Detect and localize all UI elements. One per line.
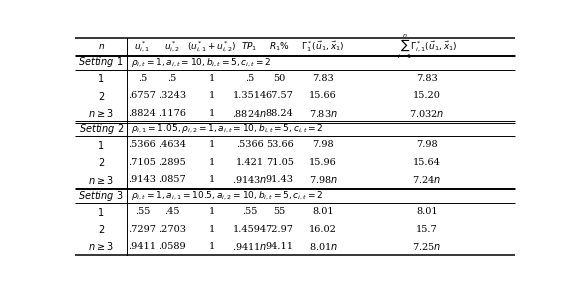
Text: $2$: $2$ [97,90,105,102]
Text: 91.43: 91.43 [266,175,293,184]
Text: .9143$n$: .9143$n$ [232,174,268,185]
Text: 53.66: 53.66 [266,141,293,149]
Text: .45: .45 [164,207,180,216]
Text: 7.98: 7.98 [416,141,438,149]
Text: 7.98: 7.98 [312,141,334,149]
Text: .2703: .2703 [158,225,186,234]
Text: 7.98$n$: 7.98$n$ [308,174,337,185]
Text: 1.421: 1.421 [236,158,264,167]
Text: $2$: $2$ [97,156,105,168]
Text: $2$: $2$ [97,223,105,235]
Text: $u^*_{i,1}$: $u^*_{i,1}$ [134,39,151,54]
Text: .5366: .5366 [236,141,264,149]
Text: 7.24$n$: 7.24$n$ [413,174,441,185]
Text: $\sum_{i=1}^{n}\Gamma^*_{i,1}(\vec{u}_1,\vec{x}_1)$: $\sum_{i=1}^{n}\Gamma^*_{i,1}(\vec{u}_1,… [397,32,457,61]
Text: $u^*_{i,2}$: $u^*_{i,2}$ [164,39,180,54]
Text: 8.01$n$: 8.01$n$ [308,241,337,252]
Text: .6757: .6757 [128,91,156,100]
Text: 1: 1 [209,91,215,100]
Text: 1: 1 [209,175,215,184]
Text: 15.7: 15.7 [416,225,438,234]
Text: .4634: .4634 [158,141,186,149]
Text: $\mathit{Setting}$ $3$: $\mathit{Setting}$ $3$ [79,189,124,203]
Text: 55: 55 [273,207,286,216]
Text: .1176: .1176 [158,109,186,118]
Text: 72.97: 72.97 [266,225,293,234]
Text: $1$: $1$ [97,206,105,218]
Text: 7.83$n$: 7.83$n$ [309,108,337,119]
Text: 15.20: 15.20 [413,91,441,100]
Text: 1: 1 [209,225,215,234]
Text: 1.4594: 1.4594 [233,225,267,234]
Text: $n$: $n$ [97,42,105,51]
Text: 15.96: 15.96 [309,158,337,167]
Text: 7.83: 7.83 [312,74,334,83]
Text: 67.57: 67.57 [266,91,293,100]
Text: 8.01: 8.01 [312,207,334,216]
Text: $\mathit{Setting}$ $2$: $\mathit{Setting}$ $2$ [79,122,124,136]
Text: $n\geq 3$: $n\geq 3$ [88,107,114,119]
Text: 1: 1 [209,141,215,149]
Text: 8.01: 8.01 [416,207,438,216]
Text: .5: .5 [167,74,176,83]
Text: 1: 1 [209,242,215,251]
Text: .55: .55 [135,207,150,216]
Text: .0589: .0589 [158,242,186,251]
Text: .9411: .9411 [128,242,156,251]
Text: 7.032$n$: 7.032$n$ [409,108,445,119]
Text: $TP_1$: $TP_1$ [241,40,258,53]
Text: .7105: .7105 [128,158,156,167]
Text: $1$: $1$ [97,139,105,151]
Text: .9143: .9143 [128,175,156,184]
Text: $n\geq 3$: $n\geq 3$ [88,174,114,186]
Text: $\rho_{i,t}=1, a_{i,t}=10, b_{i,t}=5, c_{i,t}=2$: $\rho_{i,t}=1, a_{i,t}=10, b_{i,t}=5, c_… [131,56,271,69]
Text: $\rho_{i,t}=1, a_{i,1}=10.5, a_{i,2}=10, b_{i,t}=5, c_{i,t}=2$: $\rho_{i,t}=1, a_{i,1}=10.5, a_{i,2}=10,… [131,189,323,202]
Text: .3243: .3243 [158,91,186,100]
Text: 15.66: 15.66 [309,91,337,100]
Text: 7.83: 7.83 [416,74,438,83]
Text: 7.25$n$: 7.25$n$ [413,241,441,252]
Text: .5: .5 [245,74,254,83]
Text: 1.3514: 1.3514 [233,91,267,100]
Text: $\rho_{i,1}=1.05, \rho_{i,2}=1, a_{i,t}=10, b_{i,t}=5, c_{i,t}=2$: $\rho_{i,1}=1.05, \rho_{i,2}=1, a_{i,t}=… [131,123,323,135]
Text: 15.64: 15.64 [413,158,441,167]
Text: 1: 1 [209,158,215,167]
Text: 1: 1 [209,109,215,118]
Text: .8824: .8824 [128,109,156,118]
Text: 71.05: 71.05 [266,158,293,167]
Text: .5366: .5366 [128,141,156,149]
Text: .8824$n$: .8824$n$ [232,108,267,119]
Text: $1$: $1$ [97,72,105,84]
Text: $\Gamma^*_1(\vec{u}_1,\vec{x}_1)$: $\Gamma^*_1(\vec{u}_1,\vec{x}_1)$ [301,39,345,54]
Text: 94.11: 94.11 [266,242,293,251]
Text: $\mathit{Setting}$ $1$: $\mathit{Setting}$ $1$ [79,56,124,69]
Text: 88.24: 88.24 [266,109,293,118]
Text: .2895: .2895 [158,158,186,167]
Text: .5: .5 [138,74,147,83]
Text: .55: .55 [242,207,257,216]
Text: $n\geq 3$: $n\geq 3$ [88,240,114,253]
Text: 50: 50 [273,74,286,83]
Text: .0857: .0857 [158,175,186,184]
Text: .9411$n$: .9411$n$ [232,241,268,252]
Text: .7297: .7297 [128,225,156,234]
Text: 1: 1 [209,207,215,216]
Text: 16.02: 16.02 [309,225,337,234]
Text: 1: 1 [209,74,215,83]
Text: $R_1\%$: $R_1\%$ [269,40,290,53]
Text: $(u^*_{i,1}+u^*_{i,2})$: $(u^*_{i,1}+u^*_{i,2})$ [187,39,236,54]
